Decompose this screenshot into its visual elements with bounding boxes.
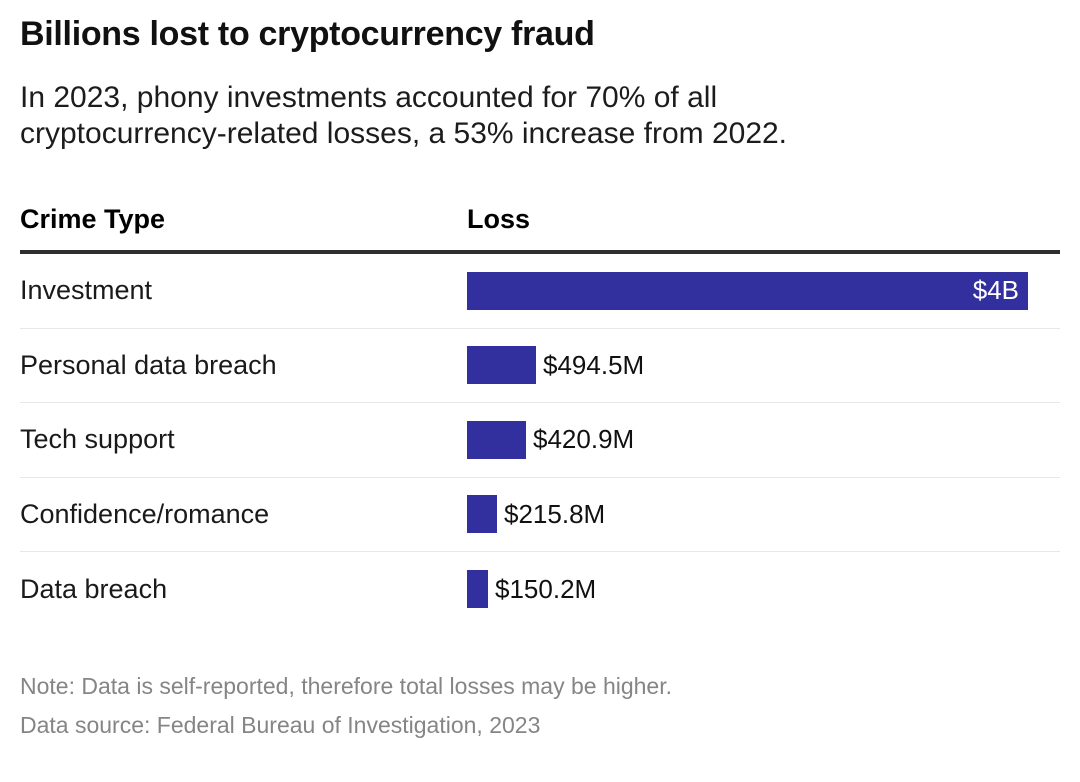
loss-value-label: $494.5M (543, 349, 645, 380)
table-header-row: Crime Type Loss (20, 204, 1060, 254)
column-header-crime-type: Crime Type (20, 204, 166, 234)
table-row: Investment $4B (20, 254, 1060, 329)
crime-type-label: Confidence/romance (20, 498, 270, 529)
table-row: Data breach $150.2M (20, 552, 1060, 627)
loss-value-label: $215.8M (504, 498, 606, 529)
bar-track: $150.2M (467, 570, 1028, 609)
table-row: Personal data breach $494.5M (20, 329, 1060, 403)
loss-bar-cell: $150.2M (467, 570, 1060, 609)
loss-bar-cell: $420.9M (467, 420, 1060, 459)
bar-track: $215.8M (467, 495, 1028, 534)
bar-track: $420.9M (467, 420, 1028, 459)
loss-value-label: $4B (972, 275, 1019, 306)
table-row: Confidence/romance $215.8M (20, 478, 1060, 552)
loss-bar-cell: $215.8M (467, 495, 1060, 534)
table-row: Tech support $420.9M (20, 403, 1060, 478)
crime-type-label: Investment (20, 275, 153, 306)
chart-title: Billions lost to cryptocurrency fraud (20, 15, 595, 53)
chart-card: Billions lost to cryptocurrency fraud In… (20, 14, 1060, 745)
loss-bar (467, 495, 497, 534)
crime-type-label: Personal data breach (20, 349, 277, 380)
chart-subtitle: In 2023, phony investments accounted for… (20, 81, 788, 150)
loss-value-label: $420.9M (533, 424, 635, 455)
table-body: Investment $4B Personal data breach $494.5M… (20, 254, 1060, 627)
bar-track: $494.5M (467, 346, 1028, 385)
crime-type-label: Data breach (20, 573, 168, 604)
loss-bar (467, 346, 536, 385)
loss-bar: $4B (467, 271, 1028, 310)
chart-footer: Note: Data is self-reported, therefore t… (20, 667, 1060, 745)
bar-track: $4B (467, 271, 1028, 310)
loss-bar (467, 420, 526, 459)
source-text: Data source: Federal Bureau of Investiga… (20, 711, 541, 738)
column-header-loss: Loss (467, 204, 531, 234)
note-text: Note: Data is self-reported, therefore t… (20, 672, 672, 699)
loss-value-label: $150.2M (495, 573, 597, 604)
bar-chart-table: Crime Type Loss Investment $4B Personal da… (20, 204, 1060, 627)
loss-bar (467, 570, 488, 609)
crime-type-label: Tech support (20, 424, 175, 455)
loss-bar-cell: $494.5M (467, 346, 1060, 385)
loss-bar-cell: $4B (467, 271, 1060, 310)
